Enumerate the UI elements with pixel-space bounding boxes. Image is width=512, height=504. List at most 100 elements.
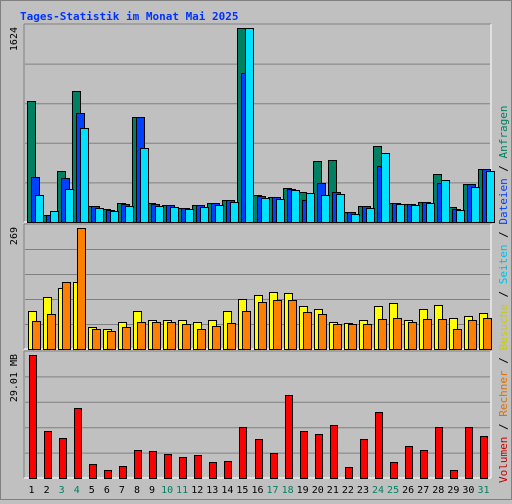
bar-volumen-day-15 bbox=[239, 427, 247, 479]
bar-volumen-day-7 bbox=[119, 466, 127, 479]
x-tick-label-day-19: 19 bbox=[297, 485, 309, 496]
bar-seiten-day-15 bbox=[245, 28, 254, 223]
bar-volumen-day-25 bbox=[390, 462, 398, 479]
bar-rechner-day-25 bbox=[393, 318, 402, 350]
x-tick-label-day-31: 31 bbox=[477, 485, 489, 496]
bar-rechner-day-26 bbox=[408, 322, 417, 350]
bar-seiten-day-25 bbox=[396, 204, 405, 223]
x-tick-label-day-22: 22 bbox=[342, 485, 354, 496]
x-tick-label-day-8: 8 bbox=[134, 485, 140, 496]
bar-seiten-day-9 bbox=[155, 206, 164, 223]
legend-item-seiten: Seiten bbox=[497, 245, 510, 285]
bar-volumen-day-31 bbox=[480, 436, 488, 479]
panel-bottom: 29.01 MB bbox=[9, 350, 492, 479]
bar-seiten-day-31 bbox=[486, 171, 495, 223]
bar-seiten-day-29 bbox=[456, 210, 465, 223]
bar-volumen-day-30 bbox=[465, 427, 473, 479]
x-tick-label-day-3: 3 bbox=[59, 485, 65, 496]
bar-seiten-day-7 bbox=[125, 206, 134, 223]
x-tick-label-day-28: 28 bbox=[432, 485, 444, 496]
bar-volumen-day-2 bbox=[44, 431, 52, 479]
x-tick-label-day-1: 1 bbox=[29, 485, 35, 496]
bar-rechner-day-14 bbox=[227, 323, 236, 350]
bar-seiten-day-8 bbox=[140, 148, 149, 223]
bar-seiten-day-2 bbox=[50, 211, 59, 223]
x-tick-label-day-12: 12 bbox=[191, 485, 203, 496]
bar-rechner-day-22 bbox=[348, 324, 357, 350]
bar-volumen-day-21 bbox=[330, 425, 338, 479]
x-tick-label-day-10: 10 bbox=[161, 485, 173, 496]
x-tick-label-day-23: 23 bbox=[357, 485, 369, 496]
x-tick-label-day-13: 13 bbox=[206, 485, 218, 496]
bar-seiten-day-24 bbox=[381, 153, 390, 223]
x-tick-label-day-4: 4 bbox=[74, 485, 80, 496]
legend-item-anfragen: Anfragen bbox=[497, 105, 510, 158]
bar-seiten-day-27 bbox=[426, 203, 435, 223]
bar-seiten-day-20 bbox=[321, 195, 330, 223]
legend: Volumen / Rechner / Besuche / Seiten / D… bbox=[497, 105, 510, 483]
bar-volumen-day-27 bbox=[420, 450, 428, 479]
bar-rechner-day-8 bbox=[137, 322, 146, 350]
bar-seiten-day-12 bbox=[200, 207, 209, 223]
panel-top: 1624 bbox=[9, 23, 495, 223]
bar-volumen-day-18 bbox=[285, 395, 293, 479]
bar-volumen-day-11 bbox=[179, 457, 187, 479]
bar-rechner-day-30 bbox=[468, 320, 477, 350]
x-tick-label-day-21: 21 bbox=[327, 485, 339, 496]
bar-volumen-day-5 bbox=[89, 464, 97, 479]
x-tick-label-day-26: 26 bbox=[402, 485, 414, 496]
legend-item-besuche: Besuche bbox=[497, 304, 510, 350]
legend-item-volumen: Volumen bbox=[497, 437, 510, 483]
bar-volumen-day-10 bbox=[164, 454, 172, 479]
series-volumen bbox=[29, 355, 488, 479]
bar-volumen-day-14 bbox=[224, 461, 232, 479]
bar-volumen-day-12 bbox=[194, 455, 202, 479]
x-tick-label-day-29: 29 bbox=[447, 485, 459, 496]
x-tick-label-day-17: 17 bbox=[267, 485, 279, 496]
x-tick-label-day-18: 18 bbox=[282, 485, 294, 496]
bar-rechner-day-20 bbox=[318, 314, 327, 350]
x-tick-label-day-9: 9 bbox=[149, 485, 155, 496]
panel-middle: 269 bbox=[9, 223, 492, 350]
bar-seiten-day-10 bbox=[170, 207, 179, 223]
series-rechner bbox=[32, 228, 492, 350]
legend-separator: / bbox=[497, 417, 510, 437]
x-tick-label-day-5: 5 bbox=[89, 485, 95, 496]
bar-rechner-day-18 bbox=[288, 300, 297, 350]
bar-seiten-day-26 bbox=[411, 205, 420, 223]
bar-volumen-day-6 bbox=[104, 470, 112, 479]
bar-rechner-day-3 bbox=[62, 282, 71, 350]
bar-rechner-day-23 bbox=[363, 324, 372, 350]
chart-panels: 1624 269 29.01 MB bbox=[9, 23, 495, 479]
bar-rechner-day-31 bbox=[483, 318, 492, 350]
bar-volumen-day-24 bbox=[375, 412, 383, 479]
bar-rechner-day-24 bbox=[378, 319, 387, 350]
bar-seiten-day-5 bbox=[95, 208, 104, 223]
bar-rechner-day-29 bbox=[453, 329, 462, 350]
bar-rechner-day-11 bbox=[182, 324, 191, 350]
bar-volumen-day-26 bbox=[405, 446, 413, 479]
legend-item-rechner: Rechner bbox=[497, 370, 510, 417]
x-tick-label-day-24: 24 bbox=[372, 485, 384, 496]
bar-seiten-day-30 bbox=[471, 187, 480, 223]
bar-rechner-day-6 bbox=[107, 331, 116, 350]
bar-seiten-day-17 bbox=[276, 199, 285, 223]
bar-volumen-day-22 bbox=[345, 467, 353, 479]
y-max-label-top: 1624 bbox=[9, 27, 20, 51]
bar-seiten-day-13 bbox=[215, 205, 224, 223]
bar-seiten-day-1 bbox=[35, 195, 44, 223]
bar-rechner-day-13 bbox=[212, 326, 221, 350]
x-tick-label-day-2: 2 bbox=[44, 485, 50, 496]
bar-seiten-day-3 bbox=[65, 189, 74, 223]
bar-volumen-day-13 bbox=[209, 462, 217, 479]
x-tick-label-day-14: 14 bbox=[221, 485, 233, 496]
bar-volumen-day-29 bbox=[450, 470, 458, 479]
x-tick-label-day-11: 11 bbox=[176, 485, 188, 496]
bar-rechner-day-9 bbox=[152, 322, 161, 350]
bar-seiten-day-28 bbox=[441, 180, 450, 223]
x-tick-label-day-27: 27 bbox=[417, 485, 429, 496]
bar-volumen-day-23 bbox=[360, 439, 368, 479]
bar-seiten-day-14 bbox=[230, 202, 239, 223]
bar-rechner-day-16 bbox=[258, 302, 267, 350]
